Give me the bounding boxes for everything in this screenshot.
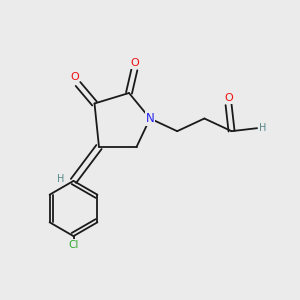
Text: Cl: Cl: [68, 239, 79, 250]
Text: H: H: [57, 174, 64, 184]
Text: H: H: [260, 123, 267, 133]
Text: O: O: [224, 93, 233, 103]
Text: O: O: [70, 72, 79, 82]
Text: N: N: [146, 112, 154, 125]
Text: O: O: [130, 58, 139, 68]
